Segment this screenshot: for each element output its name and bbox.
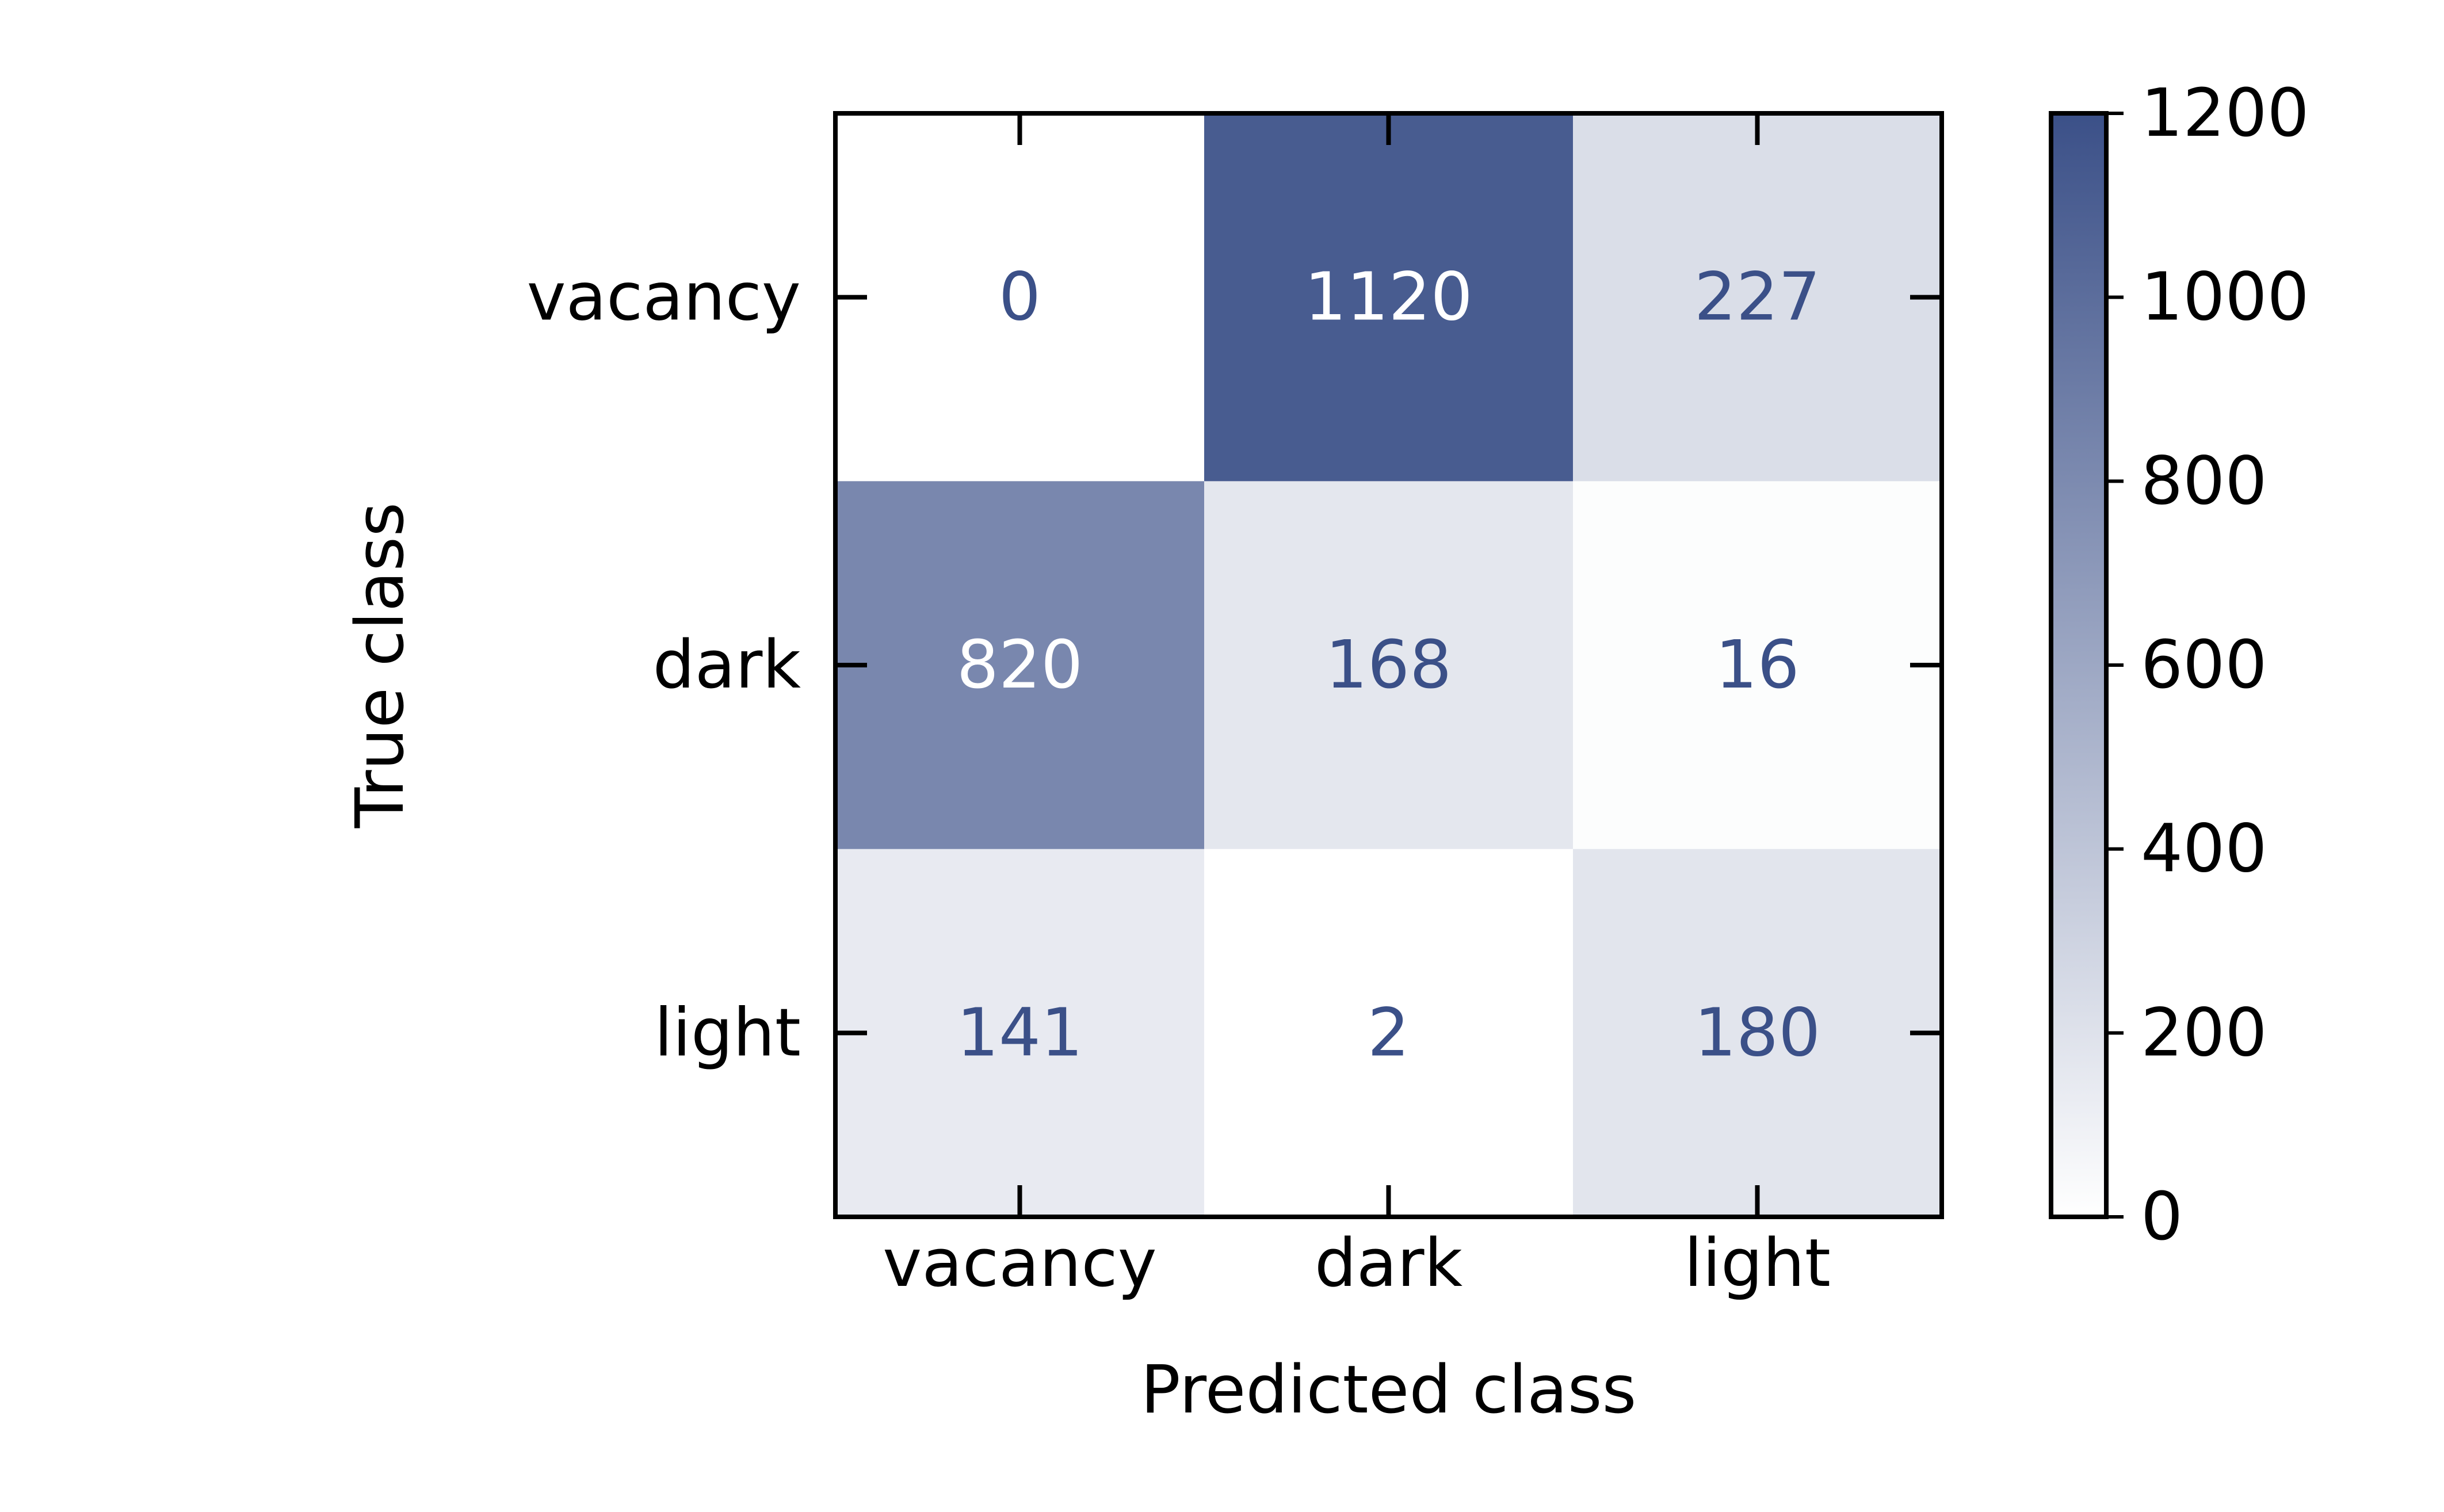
heatmap-cell-vacancy-dark [1204,113,1574,482]
heatmap-cell-vacancy-vacancy [835,113,1205,482]
colorbar [2049,111,2109,1219]
colorbar-ticks: 0 200 400 600 800 1000 1200 [2106,75,2309,1255]
colorbar-tick-label: 200 [2141,994,2267,1071]
cell-value-label: 1120 [1304,259,1473,336]
cell-value-label: 141 [957,994,1083,1071]
y-axis-title: True class [342,502,419,828]
cell-value-label: 180 [1694,994,1821,1071]
x-axis-title: Predicted class [1141,1351,1637,1429]
heatmap-cell-dark-dark [1204,481,1574,850]
heatmap-cell-dark-light [1573,481,1942,850]
colorbar-tick-label: 400 [2141,811,2267,888]
heatmap-cell-light-dark [1204,849,1574,1217]
cell-value-label: 227 [1694,259,1821,336]
heatmap-cell-dark-vacancy [835,481,1205,850]
colorbar-tick-label: 600 [2141,627,2267,704]
x-tick-label: dark [1315,1225,1463,1302]
colorbar-tick-label: 800 [2141,442,2267,520]
heatmap-cell-light-light [1573,849,1942,1217]
cell-value-label: 0 [999,259,1041,336]
cell-value-label: 168 [1326,627,1452,704]
heatmap-cell-labels: 0 1120 227 820 168 16 141 2 180 [957,259,1821,1072]
axis-ticks [835,113,1942,1217]
cell-value-label: 16 [1715,627,1799,704]
heatmap-cells [835,113,1942,1217]
cell-value-label: 820 [957,627,1083,704]
y-tick-label: light [654,994,801,1071]
axis-tick-labels: vacancy dark light vacancy dark light [527,259,1831,1302]
colorbar-tick-label: 0 [2141,1178,2183,1255]
y-tick-label: vacancy [527,259,801,336]
x-tick-label: vacancy [883,1225,1156,1302]
x-tick-label: light [1684,1225,1831,1302]
heatmap-cell-vacancy-light [1573,113,1942,482]
colorbar-tick-label: 1000 [2141,259,2309,336]
colorbar-tick-label: 1200 [2141,75,2309,152]
cell-value-label: 2 [1368,994,1410,1071]
y-tick-label: dark [653,627,801,704]
heatmap-cell-light-vacancy [835,849,1205,1217]
